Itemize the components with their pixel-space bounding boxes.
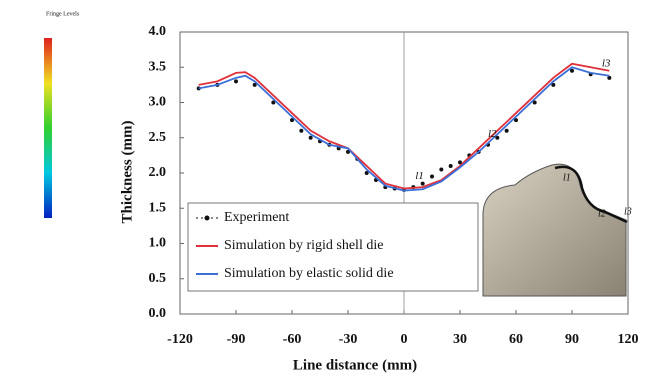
data-point: [309, 136, 313, 140]
legend-label: Simulation by elastic solid die: [224, 266, 394, 281]
data-point: [421, 182, 425, 186]
x-tick-label: 30: [453, 332, 467, 347]
x-tick-label: 120: [618, 332, 639, 347]
inset-label: l1: [563, 172, 571, 183]
inset-label: l3: [624, 206, 632, 217]
y-tick-label: 3.5: [149, 59, 167, 74]
y-tick-label: 2.5: [149, 130, 167, 145]
legend-label: Experiment: [224, 210, 289, 225]
inset-label: l2: [598, 208, 606, 219]
data-point: [299, 129, 303, 133]
x-tick-label: 0: [401, 332, 408, 347]
x-tick-label: 90: [565, 332, 579, 347]
annotation: l2: [488, 128, 497, 140]
y-tick-label: 4.0: [149, 24, 167, 39]
x-tick-label: -60: [283, 332, 302, 347]
y-tick-label: 0.0: [149, 306, 167, 321]
data-point: [505, 129, 509, 133]
legend-swatch: [205, 216, 210, 221]
data-point: [430, 175, 434, 179]
annotation: l3: [602, 57, 611, 69]
legend-label: Simulation by rigid shell die: [224, 238, 383, 253]
y-tick-label: 0.5: [149, 271, 167, 286]
y-tick-label: 1.5: [149, 200, 167, 215]
colorbar: [44, 38, 52, 218]
x-tick-label: 60: [509, 332, 523, 347]
data-point: [234, 79, 238, 83]
y-tick-label: 1.0: [149, 236, 167, 251]
chart: Fringe Levels Line distance (mm) Thickne…: [0, 0, 660, 378]
annotation: l1: [415, 170, 424, 182]
colorbar-title: Fringe Levels: [46, 11, 80, 17]
y-tick-label: 3.0: [149, 95, 167, 110]
y-tick-label: 2.0: [149, 165, 167, 180]
x-tick-label: -90: [227, 332, 246, 347]
data-point: [439, 167, 443, 171]
data-point: [449, 164, 453, 168]
inset-image: [483, 164, 627, 296]
y-axis-label: Thickness (mm): [119, 121, 135, 224]
data-point: [607, 76, 611, 80]
x-tick-label: -120: [167, 332, 193, 347]
x-axis-label: Line distance (mm): [293, 357, 417, 373]
x-tick-label: -30: [339, 332, 358, 347]
